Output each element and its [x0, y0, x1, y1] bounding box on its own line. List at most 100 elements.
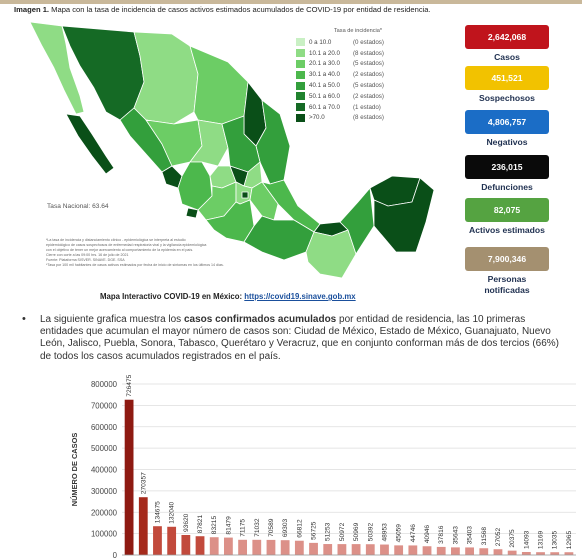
legend-count: (8 estados)	[353, 49, 384, 57]
bar	[238, 539, 247, 555]
caption-label: Imagen 1.	[14, 5, 50, 14]
stat-defunciones-box: 236,015	[465, 155, 549, 179]
bar-value-label: 50972	[339, 522, 346, 541]
bar	[252, 539, 262, 555]
map-chihuahua	[133, 31, 199, 125]
bar-value-label: 71032	[254, 518, 261, 537]
map-chiapas	[305, 229, 357, 279]
stat-activos-box: 82,075	[465, 198, 549, 222]
bar-value-label: 66812	[296, 519, 303, 538]
legend-title: Tasa de incidencia*	[333, 28, 383, 34]
map-coahuila	[189, 45, 249, 125]
legend-swatch	[296, 70, 305, 79]
bar	[153, 526, 162, 555]
bar-chart: 0 100000 200000 300000 400000 500000 600000 700…	[70, 374, 576, 560]
caption-text: Mapa con la tasa de incidencia de casos …	[51, 5, 431, 14]
y-tick-label: 700000	[91, 401, 118, 410]
bar	[323, 544, 333, 555]
bar-value-label: 51253	[325, 522, 332, 541]
legend-swatch	[296, 59, 305, 68]
bar	[408, 545, 418, 555]
stat-defunciones: 236,015 Defunciones	[465, 155, 549, 193]
legend-swatch	[296, 38, 305, 47]
stat-casos: 2,642,068 Casos	[465, 25, 549, 63]
stat-notificadas-label: Personas notificadas	[484, 274, 530, 295]
bar-value-label: 270357	[140, 472, 147, 494]
bar	[479, 548, 489, 555]
bar	[351, 544, 361, 555]
bar-value-label: 132040	[169, 501, 176, 523]
bar	[167, 526, 177, 555]
bar-value-label: 20375	[509, 529, 516, 548]
bar	[536, 552, 545, 555]
bar	[266, 539, 276, 555]
map-notes: *La tasa de incidencia y distanciamiento…	[46, 238, 282, 268]
stat-sospechosos-label: Sospechosos	[479, 93, 535, 103]
bar-value-label: 13169	[538, 531, 545, 550]
bar	[422, 546, 432, 555]
map-baja-california-sur	[65, 113, 115, 175]
map-link-caption: Mapa Interactivo COVID-19 en México: htt…	[100, 292, 356, 301]
bar	[493, 549, 503, 555]
legend-range: >70.0	[309, 114, 325, 122]
bar-value-label: 13035	[552, 531, 559, 550]
bar	[138, 497, 148, 555]
bar-value-label: 35403	[467, 526, 474, 545]
bar	[465, 547, 474, 555]
legend-row: 50.1 a 60.0 (2 estados)	[296, 91, 406, 102]
description-paragraph: La siguiente grafica muestra los casos c…	[40, 314, 570, 363]
legend-range: 50.1 a 60.0	[309, 92, 340, 100]
legend-range: 60.1 a 70.0	[309, 103, 340, 111]
para-pre: La siguiente grafica muestra los	[40, 314, 184, 325]
y-tick-label: 300000	[91, 487, 118, 496]
bar-value-label: 37816	[438, 525, 445, 544]
legend-rows: 0 a 10.0 (0 estados) 10.1 a 20.0 (8 estados…	[296, 37, 406, 123]
stat-sospechosos-box: 451,521	[465, 66, 549, 90]
stat-defunciones-label: Defunciones	[481, 182, 533, 192]
bar-value-label: 69303	[282, 519, 289, 538]
bar-value-label: 71175	[240, 519, 247, 537]
legend-count: (8 estados)	[353, 114, 384, 122]
bar	[394, 545, 404, 555]
bar-value-label: 50969	[353, 522, 360, 541]
stat-sospechosos: 451,521 Sospechosos	[465, 66, 549, 104]
map-link[interactable]: https://covid19.sinave.gob.mx	[244, 292, 356, 301]
bar-value-label: 83215	[211, 516, 218, 535]
bar	[550, 552, 560, 555]
stat-notificadas: 7,900,346 Personas notificadas	[465, 247, 549, 295]
map-colima	[185, 207, 199, 219]
para-post: por entidad de residencia, las 10 primer…	[40, 314, 559, 362]
bar	[380, 544, 389, 555]
bar	[280, 540, 290, 555]
legend-row: 0 a 10.0 (0 estados)	[296, 37, 406, 48]
bar	[124, 399, 134, 555]
bar-value-label: 44746	[410, 524, 417, 543]
bar-value-label: 87821	[197, 515, 204, 534]
tasa-nacional: Tasa Nacional: 63.64	[47, 203, 109, 210]
legend-swatch	[296, 92, 305, 101]
bar	[209, 537, 219, 555]
bullet-dot: •	[22, 313, 26, 325]
legend-row: >70.0 (8 estados)	[296, 113, 406, 124]
map-cdmx	[241, 191, 249, 199]
note-line: *La tasa de incidencia y distanciamiento…	[46, 238, 186, 242]
bar	[309, 542, 318, 555]
y-tick-label: 0	[113, 551, 118, 560]
bar-value-label: 12965	[566, 531, 573, 550]
legend-range: 40.1 a 50.0	[309, 82, 340, 90]
y-tick-label: 600000	[91, 423, 118, 432]
y-tick-label: 200000	[91, 508, 118, 517]
y-tick-label: 500000	[91, 444, 118, 453]
top-border	[0, 0, 582, 4]
stat-negativos-label: Negativos	[486, 137, 528, 147]
legend-swatch	[296, 49, 305, 58]
bar-value-label: 70589	[268, 518, 275, 537]
legend-count: (2 estados)	[353, 92, 384, 100]
stat-casos-box: 2,642,068	[465, 25, 549, 49]
legend-row: 30.1 a 40.0 (2 estados)	[296, 69, 406, 80]
legend-count: (0 estados)	[353, 38, 384, 46]
legend-swatch	[296, 103, 305, 112]
para-bold: casos confirmados acumulados	[183, 314, 337, 325]
map-baja-california	[29, 21, 85, 115]
bar-value-label: 48953	[381, 523, 388, 542]
